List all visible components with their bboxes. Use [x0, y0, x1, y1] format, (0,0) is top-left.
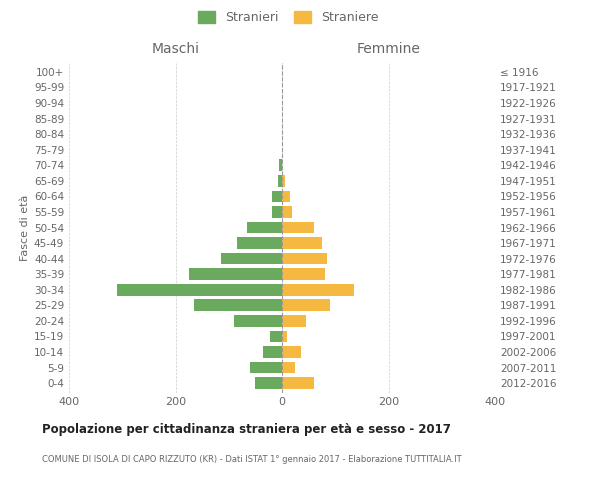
Bar [221, 253, 282, 264]
Bar [256, 378, 282, 389]
Bar [272, 190, 282, 202]
Bar [282, 222, 314, 234]
Bar [282, 253, 327, 264]
Bar [282, 300, 330, 311]
Bar [282, 378, 314, 389]
Bar [282, 330, 287, 342]
Legend: Stranieri, Straniere: Stranieri, Straniere [193, 6, 383, 29]
Bar [117, 284, 282, 296]
Bar [194, 300, 282, 311]
Text: Femmine: Femmine [356, 42, 421, 56]
Text: Maschi: Maschi [151, 42, 199, 56]
Text: COMUNE DI ISOLA DI CAPO RIZZUTO (KR) - Dati ISTAT 1° gennaio 2017 - Elaborazione: COMUNE DI ISOLA DI CAPO RIZZUTO (KR) - D… [42, 455, 461, 464]
Text: Popolazione per cittadinanza straniera per età e sesso - 2017: Popolazione per cittadinanza straniera p… [42, 422, 451, 436]
Bar [250, 362, 282, 374]
Bar [237, 237, 282, 249]
Bar [270, 330, 282, 342]
Bar [282, 284, 354, 296]
Bar [282, 206, 292, 218]
Bar [247, 222, 282, 234]
Bar [282, 268, 325, 280]
Y-axis label: Fasce di età: Fasce di età [20, 194, 30, 260]
Bar [282, 190, 290, 202]
Bar [282, 362, 295, 374]
Bar [189, 268, 282, 280]
Bar [282, 175, 284, 186]
Bar [280, 160, 282, 171]
Bar [282, 237, 322, 249]
Bar [278, 175, 282, 186]
Bar [263, 346, 282, 358]
Bar [272, 206, 282, 218]
Bar [282, 315, 306, 326]
Bar [234, 315, 282, 326]
Bar [282, 346, 301, 358]
